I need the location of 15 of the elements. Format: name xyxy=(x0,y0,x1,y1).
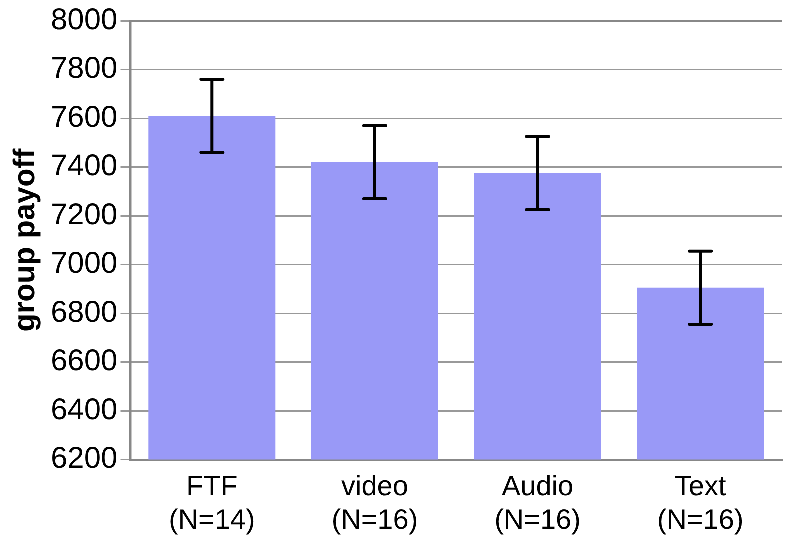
x-tick-label: Text (N=16) xyxy=(657,470,744,535)
y-tick-label: 7000 xyxy=(50,247,118,280)
y-tick-label: 6800 xyxy=(50,296,118,329)
y-tick-label: 6200 xyxy=(50,442,118,476)
y-tick-label: 6600 xyxy=(50,344,118,378)
y-axis-title: group payoff xyxy=(8,148,42,332)
y-tick-label: 6400 xyxy=(50,393,118,426)
y-tick-label: 7200 xyxy=(50,198,118,232)
x-tick-label: Audio (N=16) xyxy=(494,470,581,535)
x-tick-label: FTF (N=14) xyxy=(168,470,256,535)
x-tick-label: video (N=16) xyxy=(332,470,418,535)
y-tick-label: 8000 xyxy=(50,3,118,36)
y-tick-label: 7800 xyxy=(50,52,118,86)
y-tick-label: 7600 xyxy=(50,100,118,134)
y-tick-label: 7400 xyxy=(50,150,118,183)
